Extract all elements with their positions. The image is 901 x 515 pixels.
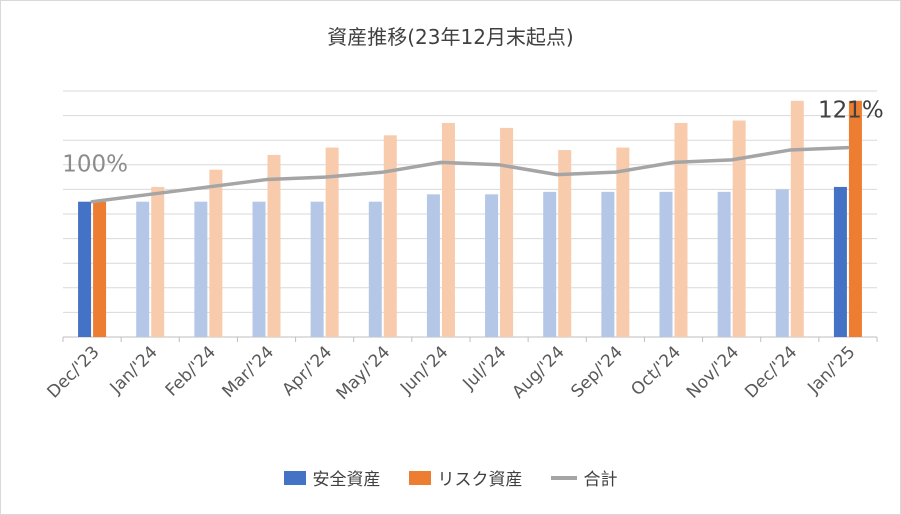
x-tick-label: Dec/'23: [44, 342, 104, 402]
annotation-label: 121%: [818, 98, 884, 124]
bar-safe-assets: [717, 191, 731, 337]
bar-safe-assets: [310, 201, 324, 337]
annotation-label: 100%: [62, 152, 128, 178]
chart-title: 資産推移(23年12月末起点): [327, 25, 574, 49]
bar-risk-assets: [267, 154, 281, 337]
bar-risk-assets: [674, 122, 688, 337]
bar-safe-assets: [252, 201, 266, 337]
x-tick-label: Oct/'24: [627, 342, 685, 400]
x-tick-label: Jan/'25: [803, 342, 859, 398]
bar-risk-assets: [500, 127, 514, 338]
x-tick-label: Mar/'24: [219, 342, 278, 401]
legend-item-safe-assets: 安全資産: [283, 465, 381, 490]
bar-risk-assets: [209, 169, 223, 337]
legend-label-risk-assets: リスク資産: [437, 470, 523, 490]
bar-safe-assets: [659, 191, 673, 337]
legend-label-safe-assets: 安全資産: [312, 470, 381, 490]
legend-swatch-risk-assets: [408, 470, 431, 485]
legend-label-total: 合計: [583, 470, 618, 490]
chart-legend: 安全資産 リスク資産 合計: [1, 465, 900, 490]
bar-safe-assets: [78, 201, 92, 337]
bar-safe-assets: [136, 201, 150, 337]
bar-safe-assets: [543, 191, 557, 337]
x-tick-label: Dec/'24: [741, 342, 801, 402]
bar-safe-assets: [775, 189, 789, 337]
legend-item-total: 合計: [550, 465, 618, 490]
bar-safe-assets: [194, 201, 208, 337]
line-total: [90, 145, 850, 204]
legend-swatch-safe-assets: [283, 470, 306, 485]
x-tick-label: May/'24: [333, 342, 395, 404]
bar-safe-assets: [368, 201, 382, 337]
bar-risk-assets: [93, 201, 107, 337]
bar-risk-assets: [383, 135, 397, 337]
bar-safe-assets: [833, 186, 847, 337]
legend-swatch-total: [550, 475, 577, 480]
bar-safe-assets: [426, 194, 440, 337]
bar-risk-assets: [558, 150, 572, 337]
bar-risk-assets: [325, 147, 339, 337]
bar-risk-assets: [151, 186, 165, 337]
x-tick-label: Sep/'24: [567, 342, 626, 401]
x-tick-label: Nov/'24: [683, 342, 743, 402]
legend-item-risk-assets: リスク資産: [408, 465, 523, 490]
bar-risk-assets: [790, 100, 804, 337]
x-tick-label: Aug/'24: [508, 342, 568, 402]
x-tick-label: Jan/'24: [106, 342, 162, 398]
bar-risk-assets: [848, 100, 862, 337]
x-tick-label: Jun/'24: [396, 342, 452, 398]
x-tick-label: Feb/'24: [162, 342, 220, 400]
x-tick-label: Jul/'24: [459, 342, 511, 394]
x-tick-label: Apr/'24: [279, 342, 337, 400]
bar-risk-assets: [441, 122, 455, 337]
bar-risk-assets: [732, 120, 746, 338]
bar-safe-assets: [601, 191, 615, 337]
bar-safe-assets: [485, 194, 499, 337]
bar-risk-assets: [616, 147, 630, 337]
